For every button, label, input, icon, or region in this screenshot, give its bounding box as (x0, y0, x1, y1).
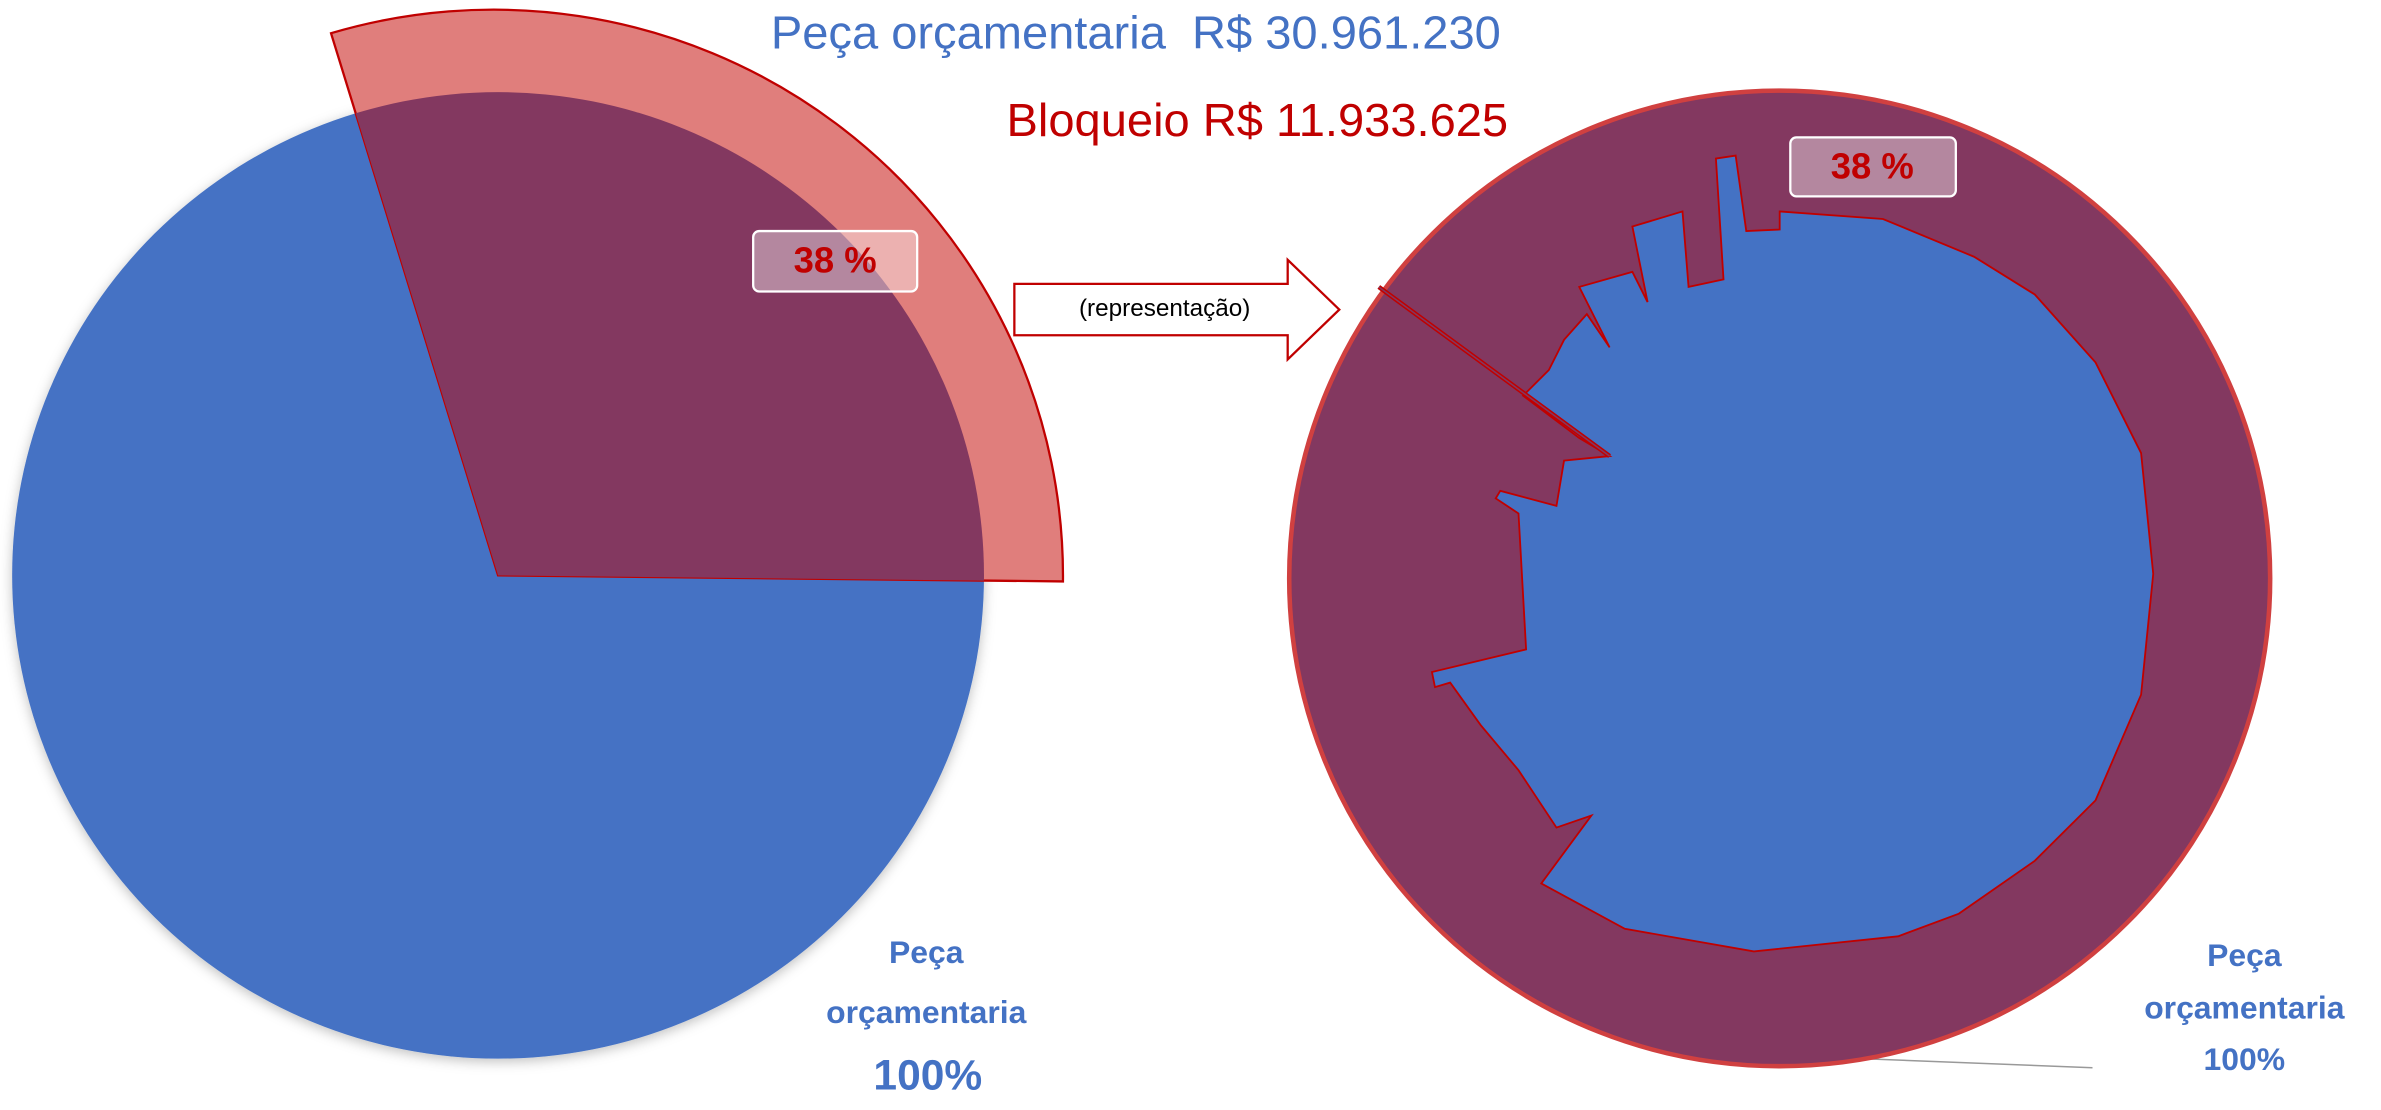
badge-text: 38 % (1831, 146, 1914, 187)
badge (1789, 136, 1957, 198)
block-overlap (331, 92, 984, 582)
budget-shape (1430, 154, 2155, 953)
label: orçamentaria (826, 994, 1027, 1030)
cut-line-inner (1378, 286, 1611, 457)
block-title: Bloqueio R$ 11.933.625 (1007, 94, 1509, 146)
badge-text: 38 % (794, 239, 877, 280)
total: 100% (873, 1052, 982, 1099)
arrow (1013, 257, 1341, 363)
label: orçamentaria (2144, 990, 2345, 1026)
badge (752, 229, 919, 293)
budget-title: Peça orçamentaria R$ 30.961.230 (771, 7, 1501, 59)
total: 100% (2204, 1041, 2286, 1077)
label: Peça (2207, 937, 2282, 973)
label: Peça (889, 934, 964, 970)
arrow-label: (representação) (1079, 295, 1250, 322)
